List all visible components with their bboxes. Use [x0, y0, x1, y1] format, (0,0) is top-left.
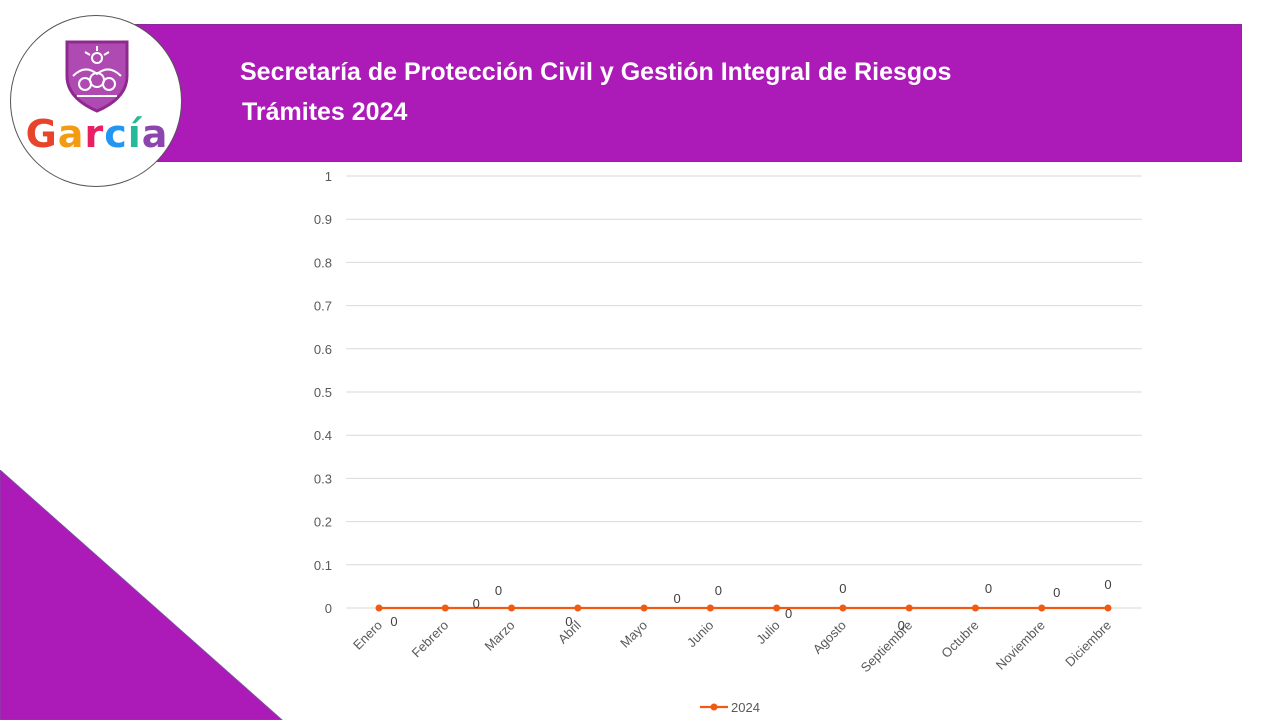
y-tick-label: 0.6: [314, 342, 332, 357]
data-label: 0: [1104, 577, 1111, 592]
x-tick-label: Febrero: [409, 618, 452, 661]
data-label: 0: [673, 591, 680, 606]
shield-crest-icon: [65, 40, 129, 113]
logo-letter: c: [104, 112, 128, 156]
data-point: [905, 604, 913, 612]
data-label: 0: [473, 596, 480, 611]
header-banner: [135, 24, 1242, 162]
logo-letter: í: [127, 112, 142, 156]
corner-decoration: [0, 470, 283, 720]
x-tick-label: Julio: [753, 618, 783, 648]
data-label: 0: [839, 581, 846, 596]
logo: García: [10, 15, 182, 187]
page-title: Secretaría de Protección Civil y Gestión…: [240, 58, 952, 86]
data-point: [375, 604, 383, 612]
y-tick-label: 0.2: [314, 515, 332, 530]
data-point: [640, 604, 648, 612]
logo-letter: G: [25, 112, 58, 156]
logo-letter: a: [141, 112, 169, 156]
data-point: [574, 604, 582, 612]
data-point: [706, 604, 714, 612]
data-point: [508, 604, 516, 612]
x-tick-label: Diciembre: [1062, 618, 1114, 670]
logo-wordmark: García: [11, 112, 183, 156]
data-label: 0: [785, 606, 792, 621]
data-label: 0: [1053, 585, 1060, 600]
y-tick-label: 0.1: [314, 558, 332, 573]
y-tick-label: 0.4: [314, 428, 332, 443]
y-tick-label: 0: [325, 601, 332, 616]
logo-letter: r: [84, 112, 105, 156]
data-label: 0: [390, 614, 397, 629]
data-label: 0: [565, 614, 572, 629]
data-point: [839, 604, 847, 612]
data-point: [1038, 604, 1046, 612]
y-tick-label: 0.5: [314, 385, 332, 400]
data-point: [971, 604, 979, 612]
x-tick-label: Marzo: [482, 618, 518, 654]
x-tick-label: Agosto: [810, 618, 849, 657]
logo-letter: a: [57, 112, 85, 156]
y-tick-label: 0.7: [314, 299, 332, 314]
legend-marker: [710, 703, 718, 711]
x-tick-label: Noviembre: [993, 618, 1048, 673]
x-tick-label: Mayo: [617, 618, 650, 651]
data-point: [441, 604, 449, 612]
y-tick-label: 1: [325, 169, 332, 184]
data-point: [1104, 604, 1112, 612]
x-tick-label: Octubre: [938, 618, 981, 661]
y-tick-label: 0.3: [314, 471, 332, 486]
data-label: 0: [495, 583, 502, 598]
y-tick-label: 0.8: [314, 255, 332, 270]
y-tick-label: 0.9: [314, 212, 332, 227]
page-subtitle: Trámites 2024: [242, 98, 408, 126]
x-tick-label: Septiembre: [858, 618, 916, 676]
data-point: [773, 604, 781, 612]
x-tick-label: Junio: [684, 618, 717, 651]
data-label: 0: [898, 618, 905, 633]
data-label: 0: [985, 581, 992, 596]
legend-label: 2024: [731, 700, 760, 715]
data-label: 0: [715, 583, 722, 598]
x-tick-label: Enero: [350, 618, 385, 653]
